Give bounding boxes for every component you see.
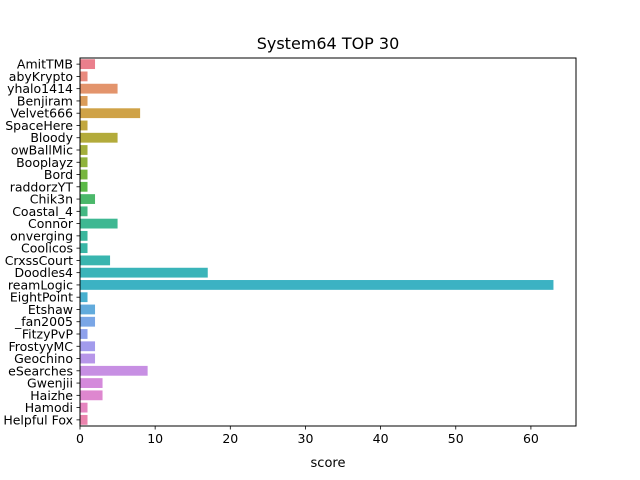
category-label: Bord <box>44 167 73 182</box>
chart-title: System64 TOP 30 <box>257 34 400 53</box>
bar <box>80 83 118 94</box>
bar <box>80 414 88 425</box>
category-label: Coastal_4 <box>12 204 73 219</box>
bar <box>80 59 96 70</box>
x-tick-label: 10 <box>147 431 163 446</box>
category-label: Etshaw <box>28 302 73 317</box>
x-tick-label: 30 <box>298 431 314 446</box>
bar <box>80 132 118 143</box>
bar <box>80 194 96 204</box>
bar <box>80 243 88 254</box>
category-label: onverging <box>10 228 73 243</box>
bar <box>80 378 103 388</box>
category-label: SpaceHere <box>5 118 73 133</box>
category-label: Benjiram <box>17 93 73 108</box>
x-tick-label: 0 <box>76 431 84 446</box>
bar <box>80 71 88 82</box>
category-label: yhalo1414 <box>7 81 73 96</box>
category-label: reamLogic <box>8 277 73 292</box>
x-tick-label: 60 <box>523 431 539 446</box>
category-label: Haizhe <box>30 388 73 403</box>
category-label: Hamodi <box>25 400 73 415</box>
x-tick-label: 50 <box>448 431 464 446</box>
bar <box>80 230 88 241</box>
bar <box>80 181 88 192</box>
bar <box>80 145 88 155</box>
bar <box>80 108 141 119</box>
bar <box>80 157 88 168</box>
category-label: CrxssCourt <box>5 253 73 268</box>
category-label: raddorzYT <box>10 179 74 194</box>
category-label: Bloody <box>30 130 73 145</box>
bar <box>80 292 88 303</box>
category-label: Velvet666 <box>10 106 73 121</box>
bar <box>80 341 96 352</box>
category-label: Coolicos <box>21 241 73 256</box>
bar <box>80 365 148 376</box>
category-label: Connor <box>28 216 74 231</box>
category-label: FrostyyMC <box>8 339 73 354</box>
category-label: eSearches <box>8 363 73 378</box>
category-labels: AmitTMBabyKryptoyhalo1414BenjiramVelvet6… <box>3 57 80 427</box>
x-tick-label: 40 <box>373 431 389 446</box>
bar <box>80 304 96 315</box>
x-tick-label: 20 <box>222 431 238 446</box>
category-label: FitzyPvP <box>22 327 74 342</box>
bar <box>80 316 96 327</box>
x-axis-label: score <box>311 456 346 471</box>
bar <box>80 206 88 217</box>
bar <box>80 390 103 401</box>
category-label: Helpful Fox <box>3 412 73 427</box>
bar <box>80 280 554 290</box>
bar <box>80 218 118 229</box>
bar <box>80 267 208 278</box>
bars-group <box>80 59 554 425</box>
category-label: _fan2005 <box>14 314 73 329</box>
bar <box>80 96 88 106</box>
category-label: Geochino <box>14 351 73 366</box>
category-label: Booplayz <box>16 155 73 170</box>
plot-frame <box>79 57 577 427</box>
category-label: owBallMic <box>11 143 73 158</box>
bar <box>80 120 88 131</box>
category-label: Gwenjii <box>27 376 73 391</box>
category-label: EightPoint <box>10 290 73 305</box>
category-label: AmitTMB <box>17 57 73 72</box>
category-label: abyKrypto <box>9 69 73 84</box>
category-label: Chik3n <box>30 192 73 207</box>
bar <box>80 329 88 339</box>
bar <box>80 169 88 180</box>
bar <box>80 255 111 266</box>
bar <box>80 402 88 413</box>
x-axis-ticks: 0 10 20 30 40 50 60 <box>76 426 539 446</box>
bar <box>80 353 96 364</box>
category-label: Doodles4 <box>15 265 74 280</box>
